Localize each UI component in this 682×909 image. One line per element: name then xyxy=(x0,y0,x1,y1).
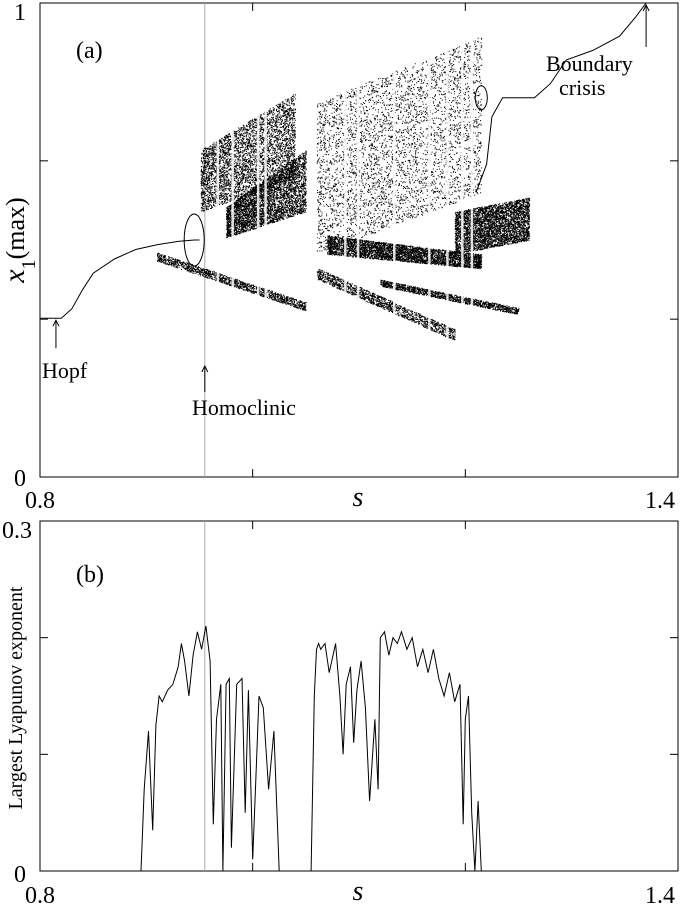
branch-line-1 xyxy=(475,2,647,193)
panel-a-ylabel-sub: 1 xyxy=(18,259,40,269)
panel-a-frame xyxy=(39,2,679,478)
periodic-window-10 xyxy=(461,4,464,476)
periodic-window-2 xyxy=(256,4,260,476)
panel-b-xlabel: s xyxy=(353,876,364,907)
panel-b-ytick-label-top: 0.3 xyxy=(2,518,32,544)
boundary-crisis-label-line2: crisis xyxy=(559,75,605,100)
periodic-window-9 xyxy=(446,4,449,476)
panel-a-xlabel: s xyxy=(353,482,364,513)
periodic-window-5 xyxy=(344,4,347,476)
panel-a-chaotic-scatter xyxy=(157,4,531,476)
panel-a-xtick-label-right: 1.4 xyxy=(645,488,675,514)
panel-a-xtick-label-left: 0.8 xyxy=(25,488,55,514)
boundary-crisis-arrowhead xyxy=(642,3,650,12)
panel-b-ytick-label-bottom: 0 xyxy=(14,862,26,888)
panel-b-frame xyxy=(39,520,679,872)
panel-a-ylabel-suffix: (max) xyxy=(1,197,30,259)
panel-a-ytick-label-bottom: 0 xyxy=(14,466,26,492)
periodic-window-4 xyxy=(314,4,317,476)
panel-a-ylabel: x1(max) xyxy=(0,197,40,283)
homoclinic-label: Homoclinic xyxy=(192,395,296,420)
periodic-window-1 xyxy=(231,4,234,476)
panel-a-ylabel-var: x xyxy=(0,269,31,284)
lyapunov-exponent-line xyxy=(40,625,678,872)
panel-b-ylabel: Largest Lyapunov exponent xyxy=(5,586,27,809)
crisis-loop xyxy=(474,85,488,111)
panel-b-xtick-label-left: 0.8 xyxy=(25,883,55,909)
panel-b-label: (b) xyxy=(76,562,104,588)
hopf-arrowhead xyxy=(52,319,60,327)
periodic-window-6 xyxy=(356,4,360,476)
panel-a-ticks xyxy=(39,2,679,478)
panel-b-ticks xyxy=(39,520,679,872)
panel-a-annotations: Hopf Homoclinic Boundary crisis xyxy=(42,3,650,420)
periodic-window-11 xyxy=(470,4,474,476)
panel-a: (a) 1 0 x1(max) 0.8 1.4 s Hopf Homoclini… xyxy=(0,0,679,514)
hopf-label: Hopf xyxy=(42,358,88,383)
periodic-window-0 xyxy=(216,4,220,476)
periodic-window-7 xyxy=(393,4,396,476)
chaotic-points xyxy=(157,37,531,341)
periodic-window-3 xyxy=(264,4,267,476)
period-doubling-bubble xyxy=(183,213,205,267)
panel-a-label: (a) xyxy=(76,38,103,64)
panel-b-xtick-label-right: 1.4 xyxy=(645,883,675,909)
panel-b: (b) 0.3 0 Largest Lyapunov exponent 0.8 … xyxy=(2,518,679,909)
boundary-crisis-label-line1: Boundary xyxy=(546,51,633,76)
branch-line-0 xyxy=(40,239,200,319)
homoclinic-arrowhead xyxy=(201,364,209,373)
periodic-window-8 xyxy=(428,4,431,476)
panel-a-periodic-lines xyxy=(40,2,647,319)
panel-a-ytick-label-top: 1 xyxy=(14,0,26,26)
